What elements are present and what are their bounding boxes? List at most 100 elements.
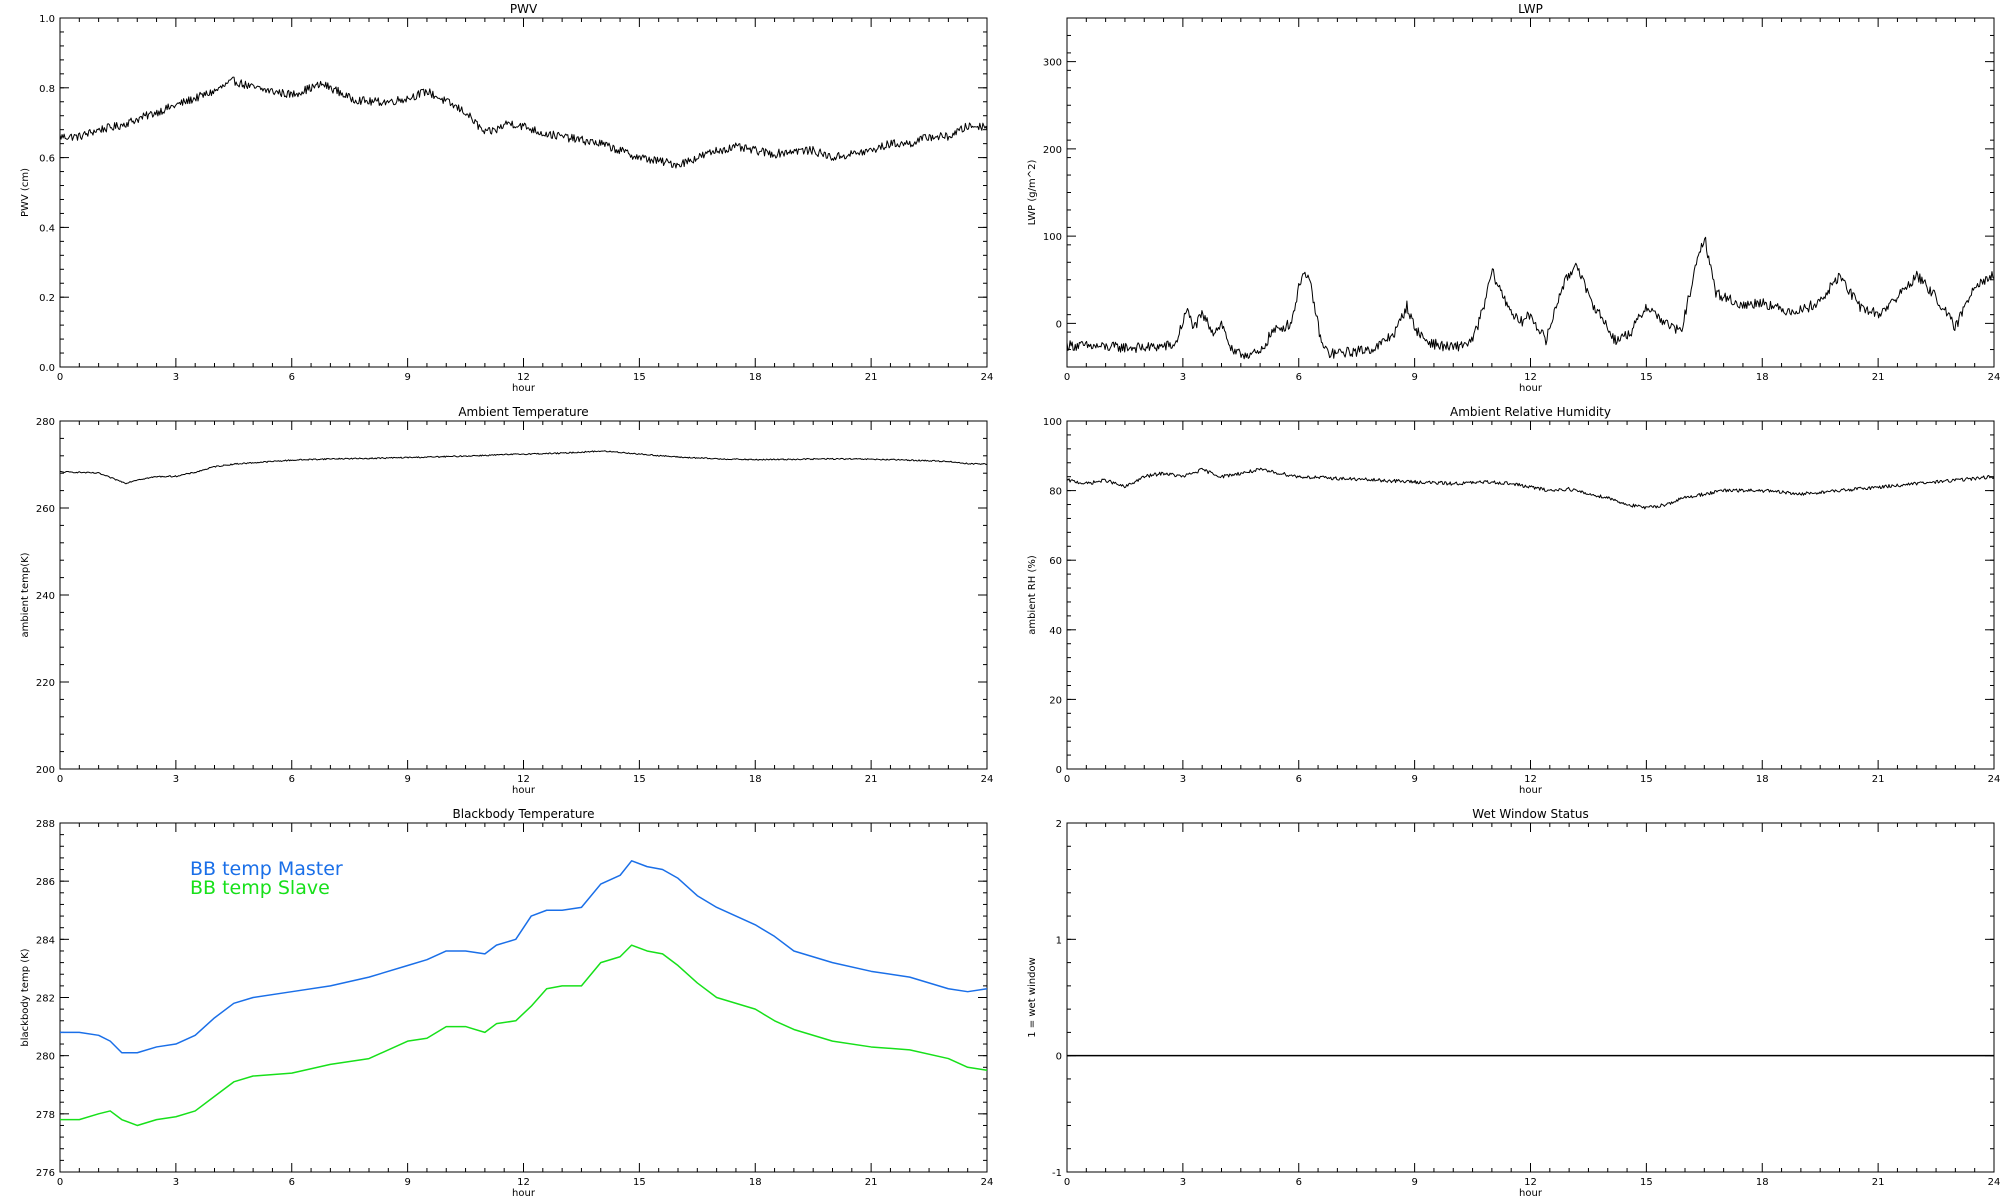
lwp-xtick-label: 12: [1524, 372, 1537, 383]
bb-legend-bb-temp-slave: BB temp Slave: [190, 877, 330, 899]
lwp-ylabel: LWP (g/m^2): [1027, 160, 1038, 226]
bb-title: Blackbody Temperature: [453, 807, 595, 821]
temp-series-0-line: [60, 450, 988, 485]
lwp-xtick-label: 6: [1296, 372, 1302, 383]
bb-ytick-label: 280: [36, 1052, 55, 1063]
pwv-title: PWV: [510, 2, 538, 16]
bb-xtick-label: 6: [289, 1177, 295, 1188]
temp-ytick-label: 220: [36, 678, 55, 689]
temp-xtick-label: 0: [57, 774, 63, 785]
temp-xtick-label: 9: [404, 774, 410, 785]
pwv-xtick-label: 6: [289, 372, 295, 383]
rh-xtick-label: 6: [1296, 774, 1302, 785]
lwp-xtick-label: 24: [1988, 372, 2000, 383]
wet-xlabel: hour: [1519, 1188, 1543, 1199]
temp-ytick-label: 200: [36, 765, 55, 776]
bb-ytick-label: 278: [36, 1110, 55, 1121]
rh-ytick-label: 100: [1043, 417, 1062, 428]
bb-xtick-label: 3: [173, 1177, 179, 1188]
bb-xtick-label: 0: [57, 1177, 63, 1188]
wet-xtick-label: 15: [1640, 1177, 1653, 1188]
temp-ytick-label: 280: [36, 417, 55, 428]
wet-xtick-label: 18: [1756, 1177, 1769, 1188]
temp-xtick-label: 18: [749, 774, 762, 785]
lwp-xtick-label: 15: [1640, 372, 1653, 383]
rh-xtick-label: 12: [1524, 774, 1537, 785]
rh-xtick-label: 15: [1640, 774, 1653, 785]
bb-ytick-label: 284: [36, 935, 55, 946]
bb-xtick-label: 24: [981, 1177, 994, 1188]
rh-ytick-label: 80: [1049, 487, 1062, 498]
pwv-xtick-label: 0: [57, 372, 63, 383]
bb-ytick-label: 288: [36, 819, 55, 830]
pwv-xtick-label: 24: [981, 372, 994, 383]
pwv-xlabel: hour: [512, 383, 536, 394]
rh-ylabel: ambient RH (%): [1027, 555, 1038, 635]
wet-xtick-label: 12: [1524, 1177, 1537, 1188]
pwv-ytick-label: 0.6: [39, 154, 55, 165]
rh-xtick-label: 3: [1180, 774, 1186, 785]
lwp-ytick-label: 0: [1056, 319, 1062, 330]
pwv-ylabel: PWV (cm): [20, 168, 31, 217]
wet-xtick-label: 6: [1296, 1177, 1302, 1188]
pwv-ytick-label: 0.0: [39, 363, 55, 374]
pwv-xtick-label: 18: [749, 372, 762, 383]
temp-xtick-label: 3: [173, 774, 179, 785]
bb-xtick-label: 9: [404, 1177, 410, 1188]
bb-chart: Blackbody Temperature 0 3 6 9 12 15 18 21 24 276 27…: [20, 807, 993, 1199]
wet-ytick-label: 0: [1056, 1052, 1062, 1063]
lwp-title: LWP: [1518, 2, 1543, 16]
temp-xtick-label: 15: [633, 774, 646, 785]
wet-title: Wet Window Status: [1472, 807, 1588, 821]
temp-plot-frame: [59, 420, 988, 770]
bb-xtick-label: 15: [633, 1177, 646, 1188]
rh-ytick-label: 20: [1049, 695, 1062, 706]
pwv-xtick-label: 3: [173, 372, 179, 383]
pwv-xtick-label: 9: [404, 372, 410, 383]
bb-legend-bb-temp-master: BB temp Master: [190, 858, 343, 880]
bb-xtick-label: 21: [865, 1177, 878, 1188]
wet-xtick-label: 21: [1872, 1177, 1885, 1188]
pwv-ytick-label: 0.2: [39, 293, 55, 304]
bb-bb-temp-slave-line: [60, 944, 988, 1127]
wet-ytick-label: 1: [1056, 935, 1062, 946]
wet-xtick-label: 9: [1411, 1177, 1417, 1188]
lwp-series-0-line: [1066, 236, 1995, 360]
temp-ylabel: ambient temp(K): [20, 552, 31, 637]
lwp-xlabel: hour: [1519, 383, 1543, 394]
temp-xtick-label: 21: [865, 774, 878, 785]
rh-ytick-label: 0: [1056, 765, 1062, 776]
rh-plot-frame: [1066, 420, 1995, 770]
lwp-chart: LWP 0 3 6 9 12 15 18 21 24 0 100 200 300 hour LWP (g/m^…: [1027, 2, 2000, 394]
lwp-xtick-label: 9: [1411, 372, 1417, 383]
temp-xtick-label: 12: [517, 774, 530, 785]
temp-xtick-label: 24: [981, 774, 994, 785]
wet-xtick-label: 3: [1180, 1177, 1186, 1188]
lwp-xtick-label: 0: [1064, 372, 1070, 383]
lwp-xtick-label: 21: [1872, 372, 1885, 383]
rh-title: Ambient Relative Humidity: [1450, 405, 1611, 419]
bb-ylabel: blackbody temp (K): [20, 948, 31, 1046]
bb-xtick-label: 18: [749, 1177, 762, 1188]
pwv-ytick-label: 0.8: [39, 84, 55, 95]
wet-ylabel: 1 = wet window: [1027, 957, 1038, 1037]
wet-ytick-label: -1: [1052, 1168, 1062, 1179]
wet-ytick-label: 2: [1056, 819, 1062, 830]
pwv-series-0-line: [59, 76, 988, 169]
bb-ytick-label: 276: [36, 1168, 55, 1179]
wet-plot-frame: [1066, 822, 1995, 1173]
pwv-xtick-label: 12: [517, 372, 530, 383]
pwv-xtick-label: 15: [633, 372, 646, 383]
bb-ytick-label: 282: [36, 994, 55, 1005]
rh-series-0-line: [1066, 467, 1995, 510]
temp-xtick-label: 6: [289, 774, 295, 785]
wet-xtick-label: 24: [1988, 1177, 2000, 1188]
rh-xtick-label: 24: [1988, 774, 2000, 785]
bb-xtick-label: 12: [517, 1177, 530, 1188]
pwv-ytick-label: 1.0: [39, 14, 55, 25]
bb-xlabel: hour: [512, 1188, 536, 1199]
lwp-ytick-label: 100: [1043, 232, 1062, 243]
rh-chart: Ambient Relative Humidity 0 3 6 9 12 15 18 21 24 0…: [1027, 405, 2000, 796]
